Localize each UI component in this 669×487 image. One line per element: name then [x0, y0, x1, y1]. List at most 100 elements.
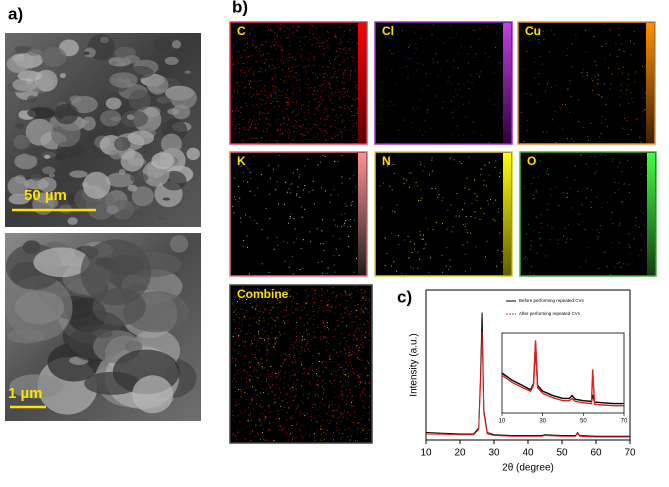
map-dot — [355, 440, 357, 442]
map-dot — [630, 40, 632, 42]
map-dot — [252, 73, 254, 75]
map-dot — [558, 205, 560, 207]
map-dot — [335, 352, 337, 354]
map-dot — [351, 405, 353, 407]
map-dot — [347, 436, 349, 438]
map-dot — [283, 79, 285, 81]
map-dot — [263, 428, 265, 430]
map-dot — [533, 177, 535, 179]
map-dot — [397, 129, 399, 131]
map-dot — [297, 113, 299, 115]
map-dot — [299, 86, 301, 88]
map-dot — [243, 354, 245, 356]
map-dot — [293, 90, 295, 92]
map-dot — [327, 43, 329, 45]
map-dot — [321, 300, 323, 302]
sem-grain — [81, 116, 96, 131]
map-dot — [526, 119, 528, 121]
map-dot — [607, 67, 609, 69]
map-dot — [557, 239, 559, 241]
map-dot — [475, 246, 477, 248]
map-dot — [323, 388, 325, 390]
map-dot — [308, 392, 310, 394]
map-dot — [420, 234, 422, 236]
map-dot — [251, 55, 253, 57]
map-dot — [260, 307, 262, 309]
map-dot — [468, 88, 470, 90]
map-dot — [291, 32, 293, 34]
map-dot — [354, 321, 356, 323]
map-dot — [278, 321, 280, 323]
sem-grain — [184, 70, 191, 74]
map-dot — [234, 199, 236, 201]
map-dot — [340, 439, 342, 441]
map-dot — [321, 361, 323, 363]
map-dot — [333, 188, 335, 190]
map-dot — [356, 98, 358, 100]
map-dot — [333, 65, 335, 67]
map-dot — [232, 56, 234, 58]
map-dot — [364, 291, 366, 293]
map-dot — [237, 57, 239, 59]
map-dot — [349, 226, 351, 228]
map-dot — [292, 362, 294, 364]
map-dot — [308, 112, 310, 114]
map-dot — [280, 91, 282, 93]
map-dot — [357, 342, 359, 344]
map-dot — [364, 401, 366, 403]
map-dot — [432, 61, 434, 63]
map-dot — [483, 184, 485, 186]
map-dot — [382, 105, 384, 107]
map-dot — [464, 223, 466, 225]
map-dot — [275, 93, 277, 95]
map-dot — [353, 57, 355, 59]
map-dot — [293, 101, 295, 103]
map-dot — [527, 223, 529, 225]
map-dot — [480, 134, 482, 136]
map-dot — [325, 108, 327, 110]
x-axis-label: 2θ (degree) — [502, 463, 554, 474]
map-dot — [242, 287, 244, 289]
map-dot — [291, 344, 293, 346]
map-dot — [386, 253, 388, 255]
map-dot — [571, 66, 573, 68]
map-dot — [337, 325, 339, 327]
map-dot — [412, 107, 414, 109]
map-dot — [356, 122, 358, 124]
map-dot — [245, 214, 247, 216]
map-dot — [353, 335, 355, 337]
map-dot — [302, 124, 304, 126]
map-dot — [368, 321, 370, 323]
map-dot — [262, 299, 264, 301]
map-dot — [259, 413, 261, 415]
map-dot — [352, 321, 354, 323]
map-dot — [609, 218, 611, 220]
map-dot — [350, 421, 352, 423]
map-dot — [342, 77, 344, 79]
map-dot — [241, 319, 243, 321]
map-dot — [266, 349, 268, 351]
map-dot — [319, 136, 321, 138]
map-dot — [328, 303, 330, 305]
map-dot — [281, 409, 283, 411]
map-dot — [283, 382, 285, 384]
map-dot — [501, 261, 503, 263]
map-dot — [571, 138, 573, 140]
map-dot — [272, 403, 274, 405]
map-dot — [313, 337, 315, 339]
map-dot — [289, 356, 291, 358]
map-dot — [315, 349, 317, 351]
map-dot — [258, 323, 260, 325]
map-dot — [291, 111, 293, 113]
map-dot — [599, 141, 601, 143]
map-dot — [263, 85, 265, 87]
map-dot — [268, 165, 270, 167]
map-dot — [261, 397, 263, 399]
map-dot — [327, 296, 329, 298]
map-dot — [266, 123, 268, 125]
map-dot — [350, 314, 352, 316]
map-dot — [531, 25, 533, 27]
map-dot — [392, 210, 394, 212]
map-dot — [262, 367, 264, 369]
map-dot — [461, 163, 463, 165]
